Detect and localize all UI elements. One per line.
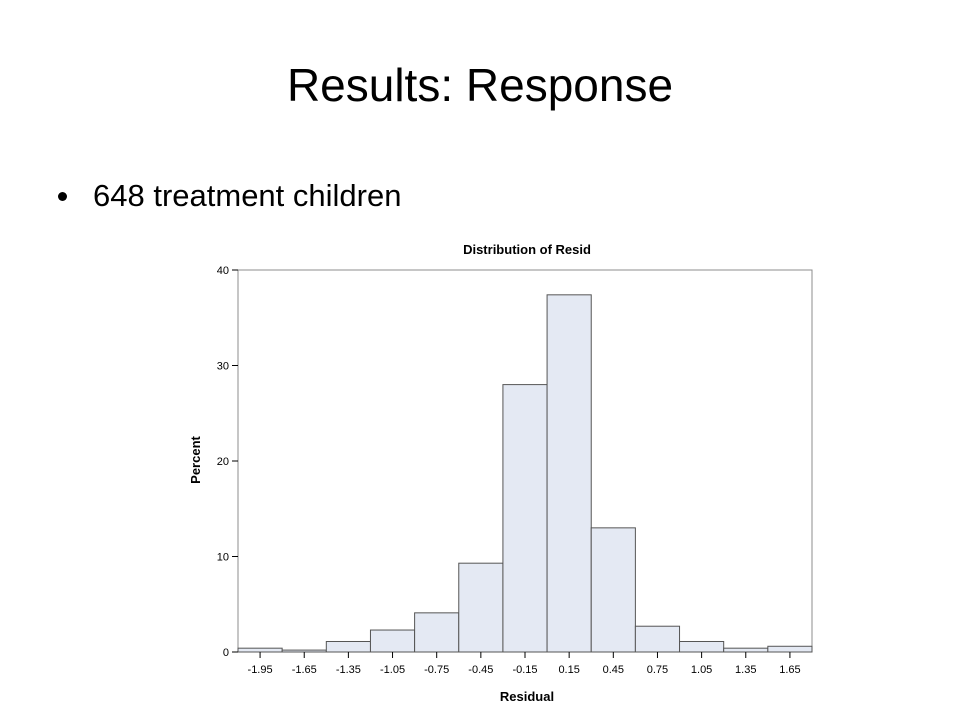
x-tick-label: 0.75 (647, 664, 668, 676)
x-tick-label: 0.15 (558, 664, 579, 676)
plot-area: 0 10 20 30 40 -1.95 -1.65 -1.35 -1.05 -0.75 -0.45 -… (217, 265, 813, 676)
x-tick-label: 1.05 (691, 664, 712, 676)
x-tick-label: -0.75 (424, 664, 449, 676)
x-tick-label: 1.35 (735, 664, 756, 676)
bullet-text: 648 treatment children (93, 178, 402, 213)
histogram-bar (325, 640, 371, 653)
bullet-item: 648 treatment children (58, 178, 401, 214)
y-tick-label: 10 (217, 552, 229, 564)
histogram-bar (502, 384, 548, 653)
x-tick-label: 1.65 (779, 664, 800, 676)
y-axis-label: Percent (188, 435, 203, 483)
histogram-bar (590, 527, 636, 653)
bullet-dot-icon (58, 191, 67, 201)
y-tick-label: 40 (217, 265, 229, 277)
y-tick-label: 0 (223, 647, 229, 659)
histogram-bar (767, 645, 813, 653)
histogram-bar (546, 294, 592, 653)
x-axis-label: Residual (500, 689, 554, 704)
x-tick-label: -1.35 (336, 664, 361, 676)
x-tick-label: -1.95 (248, 664, 273, 676)
histogram-bar (634, 625, 681, 653)
histogram-bar (723, 647, 769, 653)
histogram-bar (679, 640, 725, 653)
x-tick-label: 0.45 (603, 664, 624, 676)
histogram-bar (369, 629, 416, 653)
histogram-bar (237, 647, 283, 653)
histogram-bar (458, 562, 504, 653)
chart-title: Distribution of Resid (463, 242, 591, 257)
y-tick-label: 20 (217, 456, 229, 468)
histogram-bar (414, 612, 460, 653)
x-tick-label: -0.45 (468, 664, 493, 676)
x-tick-label: -0.15 (512, 664, 537, 676)
histogram-bar (281, 649, 327, 653)
y-tick-label: 30 (217, 361, 229, 373)
slide-title: Results: Response (286, 59, 674, 111)
histogram-chart: Distribution of Resid 0 10 20 30 40 -1.95 -1.6… (188, 242, 813, 704)
x-tick-label: -1.65 (292, 664, 317, 676)
x-tick-label: -1.05 (380, 664, 405, 676)
